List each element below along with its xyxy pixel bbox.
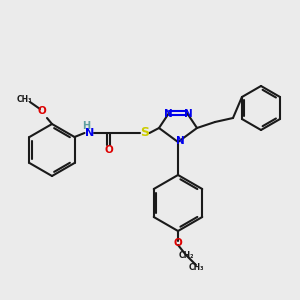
Text: CH₃: CH₃ [188,263,204,272]
Text: N: N [176,136,184,146]
Text: S: S [140,127,149,140]
Text: CH₃: CH₃ [16,94,32,103]
Text: N: N [85,128,94,138]
Text: H: H [82,121,91,131]
Text: O: O [38,106,46,116]
Text: CH₂: CH₂ [178,250,194,260]
Text: N: N [164,109,172,119]
Text: O: O [104,145,113,155]
Text: O: O [174,238,182,248]
Text: N: N [184,109,192,119]
